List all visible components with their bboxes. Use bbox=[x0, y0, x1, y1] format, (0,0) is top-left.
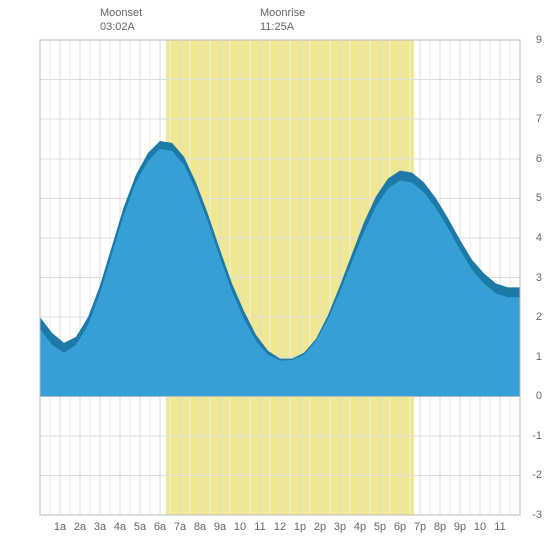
moonrise-title: Moonrise bbox=[260, 6, 305, 20]
moonset-annotation: Moonset 03:02A bbox=[100, 6, 142, 35]
y-tick-label: -2 bbox=[522, 469, 542, 481]
y-tick-label: -3 bbox=[522, 509, 542, 521]
y-tick-label: 4 bbox=[522, 232, 542, 244]
moonset-time: 03:02A bbox=[100, 20, 142, 34]
x-tick-label: 7a bbox=[174, 521, 186, 533]
x-tick-label: 7p bbox=[414, 521, 426, 533]
x-tick-label: 2a bbox=[74, 521, 86, 533]
x-tick-label: 2p bbox=[314, 521, 326, 533]
x-tick-label: 1p bbox=[294, 521, 306, 533]
x-tick-label: 5p bbox=[374, 521, 386, 533]
y-tick-label: 6 bbox=[522, 153, 542, 165]
y-tick-label: 7 bbox=[522, 113, 542, 125]
y-tick-label: 1 bbox=[522, 351, 542, 363]
x-tick-label: 5a bbox=[134, 521, 146, 533]
x-tick-label: 1a bbox=[54, 521, 66, 533]
chart-svg bbox=[0, 0, 550, 550]
tide-chart: Moonset 03:02A Moonrise 11:25A -3-2-1012… bbox=[0, 0, 550, 550]
y-tick-label: 9 bbox=[522, 34, 542, 46]
y-tick-label: 8 bbox=[522, 74, 542, 86]
x-tick-label: 4p bbox=[354, 521, 366, 533]
x-tick-label: 3p bbox=[334, 521, 346, 533]
x-tick-label: 4a bbox=[114, 521, 126, 533]
y-tick-label: 3 bbox=[522, 272, 542, 284]
x-tick-label: 9a bbox=[214, 521, 226, 533]
x-tick-label: 6p bbox=[394, 521, 406, 533]
x-tick-label: 11 bbox=[494, 521, 505, 533]
y-tick-label: 5 bbox=[522, 192, 542, 204]
y-tick-label: 2 bbox=[522, 311, 542, 323]
x-tick-label: 10 bbox=[234, 521, 246, 533]
x-tick-label: 11 bbox=[254, 521, 265, 533]
x-tick-label: 8p bbox=[434, 521, 446, 533]
x-tick-label: 8a bbox=[194, 521, 206, 533]
x-tick-label: 10 bbox=[474, 521, 486, 533]
moonrise-time: 11:25A bbox=[260, 20, 305, 34]
moonrise-annotation: Moonrise 11:25A bbox=[260, 6, 305, 35]
x-tick-label: 6a bbox=[154, 521, 166, 533]
y-tick-label: 0 bbox=[522, 390, 542, 402]
moonset-title: Moonset bbox=[100, 6, 142, 20]
y-tick-label: -1 bbox=[522, 430, 542, 442]
x-tick-label: 3a bbox=[94, 521, 106, 533]
x-tick-label: 12 bbox=[274, 521, 286, 533]
x-tick-label: 9p bbox=[454, 521, 466, 533]
